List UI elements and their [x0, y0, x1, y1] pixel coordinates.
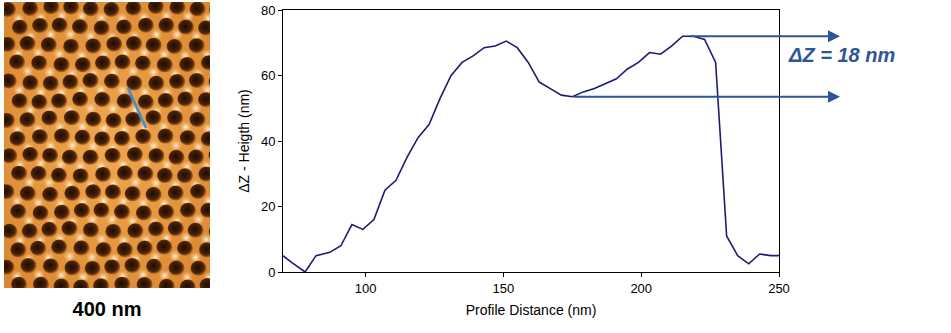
svg-text:60: 60 — [261, 68, 275, 83]
svg-text:40: 40 — [261, 134, 275, 149]
svg-text:Profile Distance (nm): Profile Distance (nm) — [466, 302, 597, 318]
svg-text:ΔZ = 18 nm: ΔZ = 18 nm — [788, 44, 895, 66]
svg-text:150: 150 — [493, 281, 515, 296]
svg-text:0: 0 — [268, 265, 275, 280]
svg-text:20: 20 — [261, 199, 275, 214]
html-text:400 nm: 400 nm — [72, 298, 142, 320]
svg-text:200: 200 — [630, 281, 652, 296]
svg-text:100: 100 — [355, 281, 377, 296]
svg-text:80: 80 — [261, 3, 275, 18]
svg-text:ΔZ - Heigth (nm): ΔZ - Heigth (nm) — [236, 89, 252, 192]
svg-text:250: 250 — [768, 281, 790, 296]
